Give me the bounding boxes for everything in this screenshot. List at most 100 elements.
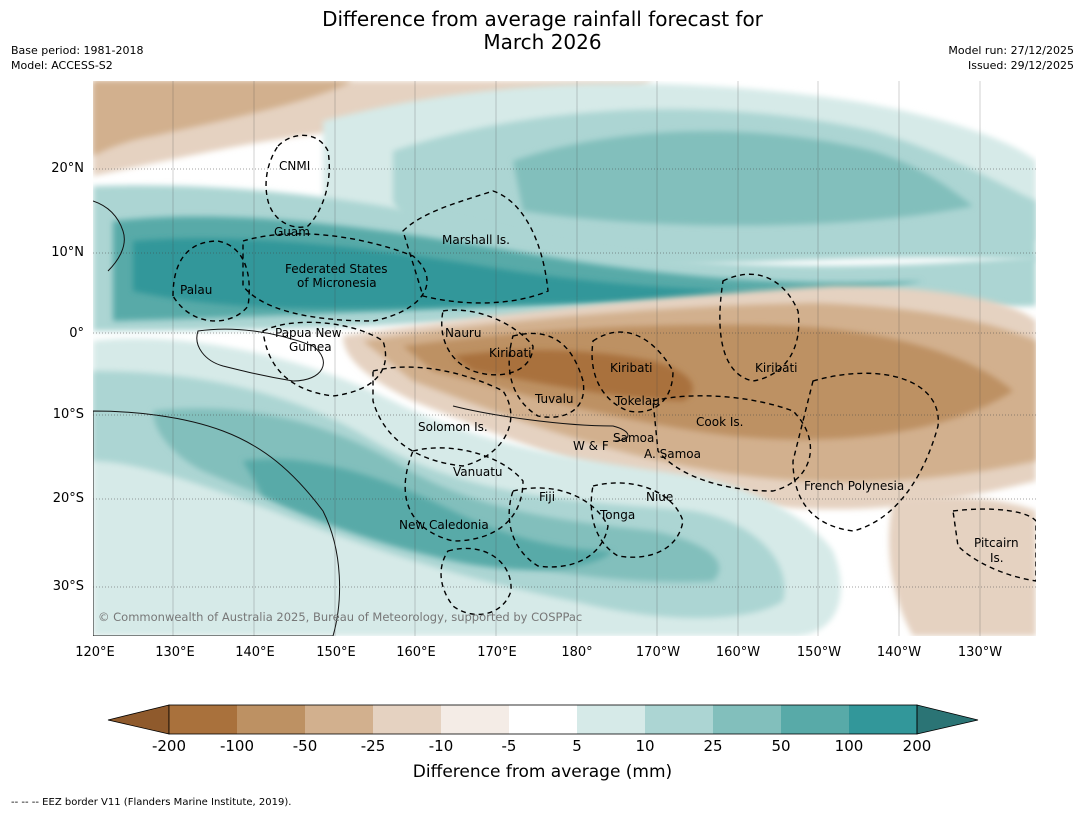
colorbar-swatch (373, 705, 441, 734)
anomaly-fields (93, 81, 1036, 636)
field-south-teal-mid (153, 408, 720, 582)
eez-marshall (402, 190, 549, 304)
label-palau: Palau (180, 283, 212, 297)
label-kiribati-central: Kiribati (610, 361, 652, 375)
label-samoa: Samoa (613, 431, 654, 445)
colorbar-tick: 50 (771, 737, 791, 755)
lat-tick: 0° (69, 326, 84, 341)
label-wf: W & F (573, 439, 609, 453)
colorbar-tick: -200 (151, 737, 187, 755)
meta-right: Model run: 27/12/2025 Issued: 29/12/2025 (948, 43, 1074, 73)
colorbar-extend-low (107, 704, 170, 735)
colorbar-extend-high (916, 704, 979, 735)
lon-tick: 170°E (477, 645, 517, 660)
meta-left: Base period: 1981-2018 Model: ACCESS-S2 (11, 43, 143, 73)
label-pitcairn-1: Pitcairn (974, 536, 1019, 550)
colorbar-tick: -5 (501, 737, 517, 755)
lon-tick: 150°W (796, 645, 842, 660)
eez-kiribati-west (441, 309, 534, 376)
eez-tuvalu (508, 332, 585, 418)
label-guam: Guam (274, 225, 310, 239)
field-itcz-strong (133, 238, 793, 309)
colorbar-swatch (645, 705, 713, 734)
label-american-samoa: A. Samoa (644, 447, 701, 461)
label-new-caledonia: New Caledonia (399, 518, 489, 532)
label-fsm-1: Federated States (285, 262, 387, 276)
eez-palau (172, 240, 250, 322)
label-marshall: Marshall Is. (442, 233, 510, 247)
label-french-polynesia: French Polynesia (804, 479, 904, 493)
label-fsm-2: of Micronesia (297, 276, 377, 290)
lon-tick: 120°E (75, 645, 115, 660)
label-solomon: Solomon Is. (418, 420, 488, 434)
lon-tick: 130°E (155, 645, 195, 660)
model-name: Model: ACCESS-S2 (11, 59, 113, 72)
colorbar-swatch (305, 705, 373, 734)
model-run: Model run: 27/12/2025 (948, 44, 1074, 57)
colorbar (107, 704, 979, 735)
colorbar-tick: -50 (292, 737, 318, 755)
eez-footnote: -- -- -- EEZ border V11 (Flanders Marine… (11, 797, 292, 808)
eez-kiribati-east (719, 273, 800, 382)
label-pitcairn-2: Is. (990, 551, 1004, 565)
field-south-teal-strong (243, 459, 613, 570)
copyright-notice: © Commonwealth of Australia 2025, Bureau… (98, 610, 582, 624)
field-north-teal-mid (513, 131, 973, 226)
base-period: Base period: 1981-2018 (11, 44, 144, 57)
issued-date: Issued: 29/12/2025 (967, 59, 1074, 72)
eez-micronesia (242, 233, 428, 322)
eez-kiribati-central (591, 331, 674, 413)
label-tuvalu: Tuvalu (534, 392, 574, 406)
islands-coast (452, 405, 629, 442)
colorbar-tick: 5 (572, 737, 582, 755)
lat-tick: 10°S (52, 407, 84, 422)
colorbar-swatch (509, 705, 577, 734)
lon-tick: 180° (561, 645, 593, 660)
label-niue: Niue (646, 490, 673, 504)
label-tonga: Tonga (599, 508, 635, 522)
lon-tick: 140°W (876, 645, 922, 660)
label-kiribati-west: Kiribati (489, 346, 531, 360)
colorbar-swatch (713, 705, 781, 734)
colorbar-tick: 100 (834, 737, 864, 755)
colorbar-tick: -100 (219, 737, 255, 755)
lon-tick: 170°W (635, 645, 681, 660)
colorbar-swatch (781, 705, 849, 734)
label-vanuatu: Vanuatu (453, 465, 503, 479)
eez-cnmi (265, 134, 330, 228)
field-southeast-tan (889, 496, 1036, 636)
rainfall-anomaly-map: © Commonwealth of Australia 2025, Bureau… (93, 81, 1036, 636)
lon-tick: 160°E (396, 645, 436, 660)
title-line-2: March 2026 (483, 30, 602, 54)
colorbar-tick: 10 (635, 737, 655, 755)
eez-solomon (372, 366, 512, 467)
colorbar-tick: -25 (360, 737, 386, 755)
lat-tick: 20°S (52, 491, 84, 506)
colorbar-title: Difference from average (mm) (412, 762, 673, 782)
label-tokelau: Tokelau (614, 394, 660, 408)
label-fiji: Fiji (539, 490, 555, 504)
field-north-tan-strong (93, 81, 353, 156)
lat-tick: 30°S (52, 579, 84, 594)
colorbar-swatch (169, 705, 237, 734)
eez-png (262, 321, 387, 397)
philippines-coast (93, 200, 125, 272)
eez-fiji (508, 487, 609, 568)
label-png-2: Guinea (289, 340, 332, 354)
colorbar-swatch (577, 705, 645, 734)
eez-tonga (590, 482, 684, 558)
colorbar-swatch (849, 705, 917, 734)
label-png-1: Papua New (275, 326, 342, 340)
new-guinea-coast (196, 328, 324, 382)
eez-new-caledonia-south (440, 547, 512, 616)
colorbar-tick: -10 (428, 737, 454, 755)
label-nauru: Nauru (445, 326, 481, 340)
region-labels: CNMI Guam Marshall Is. Federated States … (180, 159, 1019, 565)
colorbar-swatch (237, 705, 305, 734)
australia-coast (93, 410, 341, 636)
colorbar-swatch (441, 705, 509, 734)
eez-pitcairn (952, 508, 1036, 582)
lon-tick: 160°W (715, 645, 761, 660)
lat-tick: 20°N (51, 161, 84, 176)
colorbar-tick: 25 (703, 737, 723, 755)
